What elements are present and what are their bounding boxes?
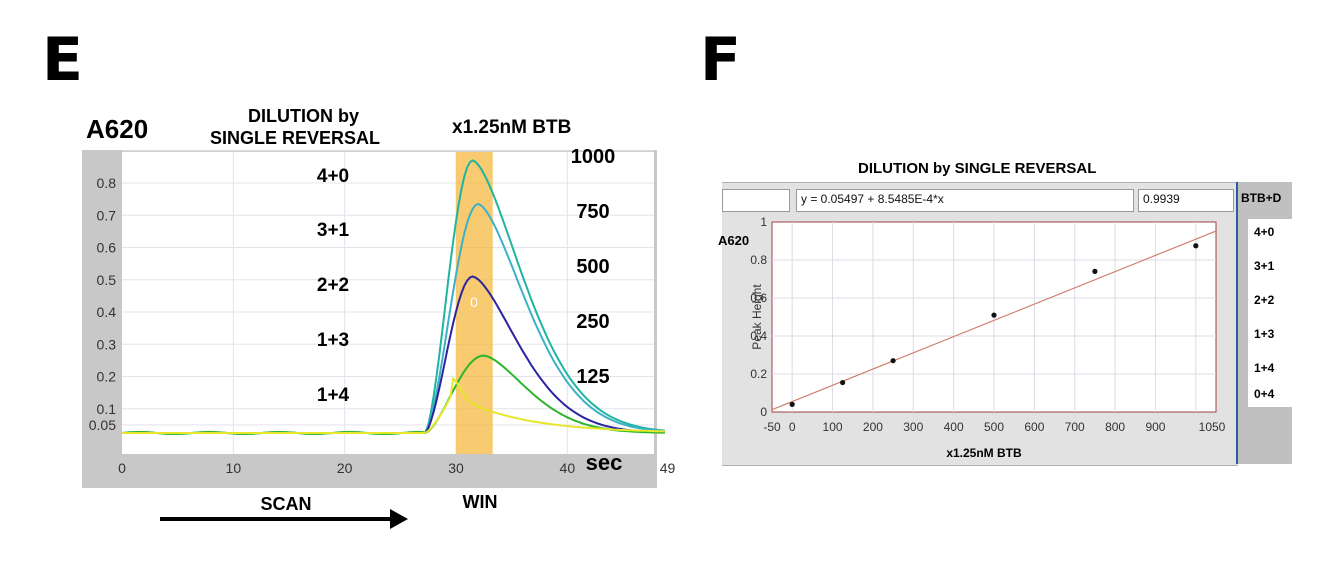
x-axis-label: x1.25nM BTB bbox=[946, 446, 1022, 460]
panel-e-plot-area bbox=[122, 152, 654, 454]
panel-f-x-ticks: -50 0 100 200 300 400 500 600 700 800 900 1050 bbox=[763, 420, 1225, 434]
fit-line bbox=[771, 230, 1217, 411]
y-tick-label: 0.5 bbox=[97, 272, 117, 288]
y-tick-label: 0.05 bbox=[89, 417, 116, 433]
panel-f-points bbox=[789, 243, 1199, 407]
panel-e-title-line1: DILUTION by bbox=[248, 106, 359, 126]
legend-title: BTB+D bbox=[1241, 191, 1282, 205]
data-point bbox=[1092, 268, 1098, 274]
panel-e-y-ticks: 0.050.1 0.2 0.3 0.4 0.5 0.6 0.7 0.8 bbox=[89, 175, 116, 433]
panel-letter-e: E bbox=[42, 25, 83, 95]
data-point bbox=[840, 379, 846, 386]
dilution-label: 2+2 bbox=[317, 275, 349, 296]
x-tick-label: 600 bbox=[1024, 420, 1044, 434]
x-tick-label: 100 bbox=[823, 420, 843, 434]
data-point bbox=[789, 401, 795, 407]
x-tick-label: 0 bbox=[118, 460, 126, 476]
concentration-label: 1000 bbox=[571, 146, 616, 168]
data-point bbox=[991, 312, 997, 318]
x-tick-label: 40 bbox=[560, 460, 576, 476]
x-tick-label: 49 bbox=[660, 460, 676, 476]
panel-f-y-ticks: 0 0.2 0.4 0.6 0.8 1 bbox=[750, 215, 767, 419]
y-tick-label: 0.4 bbox=[97, 304, 117, 320]
data-point bbox=[890, 358, 896, 364]
x-tick-label: 900 bbox=[1145, 420, 1165, 434]
blank-field[interactable] bbox=[722, 189, 790, 212]
y-tick-label: 0 bbox=[760, 405, 767, 419]
data-point bbox=[1193, 243, 1199, 249]
legend-panel: BTB+D 4+0 3+1 2+2 1+3 1+4 0+4 bbox=[1236, 182, 1292, 464]
x-tick-label: 700 bbox=[1065, 420, 1085, 434]
panel-e-series bbox=[121, 159, 665, 436]
dilution-label: 3+1 bbox=[317, 220, 350, 241]
scan-arrow-head bbox=[390, 509, 408, 529]
legend-item[interactable]: 1+3 bbox=[1254, 327, 1275, 341]
panel-e-title-line2: SINGLE REVERSAL bbox=[210, 128, 381, 148]
y-tick-label: 0.6 bbox=[750, 291, 767, 305]
concentration-label: 125 bbox=[576, 366, 609, 388]
x-tick-label: 200 bbox=[863, 420, 883, 434]
equation-field[interactable]: y = 0.05497 + 8.5485E-4*x bbox=[796, 189, 1134, 212]
y-tick-label: 0.3 bbox=[97, 336, 117, 352]
x-tick-label: 0 bbox=[789, 420, 796, 434]
x-tick-label: 400 bbox=[944, 420, 964, 434]
win-label: WIN bbox=[463, 492, 498, 512]
legend-item[interactable]: 4+0 bbox=[1254, 225, 1275, 239]
panel-f-y-title: A620 bbox=[718, 233, 749, 248]
y-tick-label: 0.7 bbox=[97, 207, 117, 223]
y-tick-label: 1 bbox=[760, 215, 767, 229]
legend-item[interactable]: 2+2 bbox=[1254, 293, 1275, 307]
series-line-1-4 bbox=[122, 376, 665, 434]
dilution-label: 4+0 bbox=[317, 166, 349, 187]
dilution-label: 1+3 bbox=[317, 330, 349, 351]
y-tick-label: 0.1 bbox=[97, 401, 117, 417]
x-tick-label: 10 bbox=[226, 460, 242, 476]
x-tick-label: 800 bbox=[1105, 420, 1125, 434]
window-marker: 0 bbox=[470, 294, 478, 310]
y-tick-label: 0.8 bbox=[750, 253, 767, 267]
concentration-label: 250 bbox=[576, 311, 609, 333]
legend-item[interactable]: 0+4 bbox=[1254, 387, 1275, 401]
x-tick-label: 300 bbox=[903, 420, 923, 434]
panel-e-x-ticks: 0 10 20 30 40 49 bbox=[118, 460, 675, 476]
y-tick-label: 0.4 bbox=[750, 329, 767, 343]
x-unit-label: sec bbox=[586, 450, 623, 475]
legend-list: 4+0 3+1 2+2 1+3 1+4 0+4 bbox=[1248, 219, 1292, 407]
dilution-label: 1+4 bbox=[317, 385, 350, 406]
concentration-label: 750 bbox=[576, 201, 609, 223]
y-tick-label: 0.8 bbox=[97, 175, 117, 191]
y-tick-label: 0.2 bbox=[750, 367, 767, 381]
y-tick-label: 0.6 bbox=[97, 240, 117, 256]
scan-label: SCAN bbox=[260, 494, 311, 514]
panel-f-title: DILUTION by SINGLE REVERSAL bbox=[858, 160, 1097, 177]
legend-item[interactable]: 1+4 bbox=[1254, 361, 1275, 375]
y-tick-label: 0.2 bbox=[97, 369, 117, 385]
legend-item[interactable]: 3+1 bbox=[1254, 259, 1275, 273]
x-tick-label: 20 bbox=[337, 460, 353, 476]
x-tick-label: 30 bbox=[448, 460, 464, 476]
concentration-labels: 1000 750 500 250 125 bbox=[571, 146, 616, 388]
panel-f-grid bbox=[772, 222, 1216, 412]
x-tick-label: 500 bbox=[984, 420, 1004, 434]
concentration-label: 500 bbox=[576, 256, 609, 278]
r-value-field[interactable]: 0.9939 bbox=[1138, 189, 1234, 212]
y-axis-label: Peak Height bbox=[750, 284, 764, 350]
panel-e-y-title: A620 bbox=[86, 114, 149, 144]
x-tick-label: -50 bbox=[763, 420, 781, 434]
dilution-labels: 4+0 3+1 2+2 1+3 1+4 bbox=[317, 166, 350, 406]
panel-letter-f: F bbox=[700, 25, 741, 95]
x-tick-label: 1050 bbox=[1199, 420, 1226, 434]
panel-e-conc-header: x1.25nM BTB bbox=[452, 117, 572, 138]
